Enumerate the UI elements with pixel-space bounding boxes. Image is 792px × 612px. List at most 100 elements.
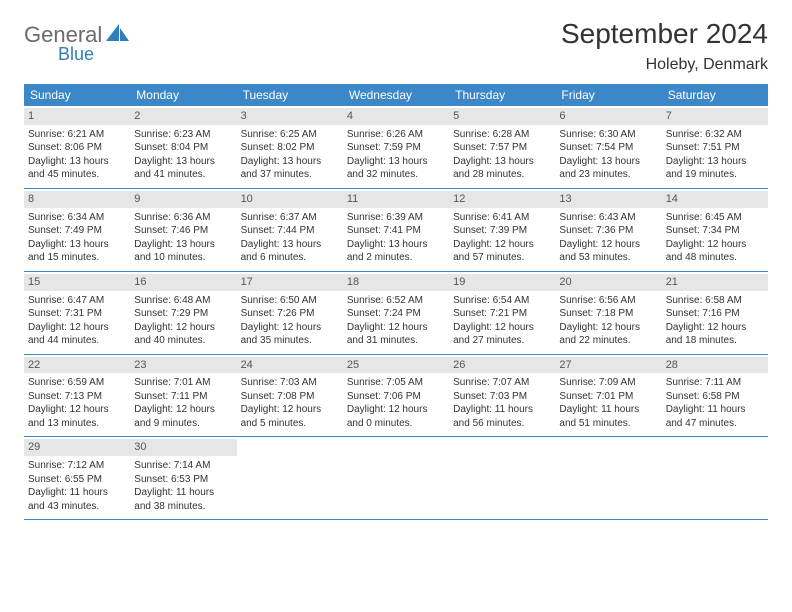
- sunrise-line: Sunrise: 6:26 AM: [347, 128, 445, 142]
- sunrise-line: Sunrise: 6:59 AM: [28, 376, 126, 390]
- day-cell: 23Sunrise: 7:01 AMSunset: 7:11 PMDayligh…: [130, 355, 236, 437]
- day-cell-empty: [343, 437, 449, 519]
- week-row: 15Sunrise: 6:47 AMSunset: 7:31 PMDayligh…: [24, 272, 768, 355]
- sunrise-line: Sunrise: 7:05 AM: [347, 376, 445, 390]
- day-number: 14: [662, 191, 768, 208]
- day-number: 24: [237, 357, 343, 374]
- day-cell: 27 Sunrise: 7:09 AMSunset: 7:01 PMDayligh…: [555, 355, 661, 437]
- daylight-line: Daylight: 13 hours and 37 minutes.: [241, 155, 339, 182]
- sunset-line: Sunset: 8:04 PM: [134, 141, 232, 155]
- calendar-page: General Blue September 2024 Holeby, Denm…: [0, 0, 792, 538]
- sunset-line: Sunset: 7:39 PM: [453, 224, 551, 238]
- day-number: 6: [555, 108, 661, 125]
- daylight-line: Daylight: 13 hours and 19 minutes.: [666, 155, 764, 182]
- sunset-line: Sunset: 6:58 PM: [666, 390, 764, 404]
- day-cell: 19Sunrise: 6:54 AMSunset: 7:21 PMDayligh…: [449, 272, 555, 354]
- sunrise-line: Sunrise: 6:41 AM: [453, 211, 551, 225]
- day-cell: 6Sunrise: 6:30 AMSunset: 7:54 PMDaylight…: [555, 106, 661, 188]
- daylight-line: Daylight: 12 hours and 44 minutes.: [28, 321, 126, 348]
- day-number: 2: [130, 108, 236, 125]
- day-cell: 11Sunrise: 6:39 AMSunset: 7:41 PMDayligh…: [343, 189, 449, 271]
- sunset-line: Sunset: 8:06 PM: [28, 141, 126, 155]
- daylight-line: Daylight: 11 hours and 38 minutes.: [134, 486, 232, 513]
- sunrise-line: Sunrise: 7:14 AM: [134, 459, 232, 473]
- sunrise-line: Sunrise: 6:39 AM: [347, 211, 445, 225]
- day-number: 25: [343, 357, 449, 374]
- sunset-line: Sunset: 7:44 PM: [241, 224, 339, 238]
- day-cell: 18Sunrise: 6:52 AMSunset: 7:24 PMDayligh…: [343, 272, 449, 354]
- day-number: 21: [662, 274, 768, 291]
- sunset-line: Sunset: 7:46 PM: [134, 224, 232, 238]
- day-cell: 30Sunrise: 7:14 AMSunset: 6:53 PMDayligh…: [130, 437, 236, 519]
- sunset-line: Sunset: 7:16 PM: [666, 307, 764, 321]
- sunset-line: Sunset: 7:21 PM: [453, 307, 551, 321]
- day-number: 4: [343, 108, 449, 125]
- daylight-line: Daylight: 12 hours and 22 minutes.: [559, 321, 657, 348]
- day-cell: 10Sunrise: 6:37 AMSunset: 7:44 PMDayligh…: [237, 189, 343, 271]
- sunrise-line: Sunrise: 7:03 AM: [241, 376, 339, 390]
- day-number: 19: [449, 274, 555, 291]
- sunrise-line: Sunrise: 6:23 AM: [134, 128, 232, 142]
- day-cell: 29Sunrise: 7:12 AMSunset: 6:55 PMDayligh…: [24, 437, 130, 519]
- sunset-line: Sunset: 7:18 PM: [559, 307, 657, 321]
- sunset-line: Sunset: 6:55 PM: [28, 473, 126, 487]
- sunset-line: Sunset: 8:02 PM: [241, 141, 339, 155]
- sunrise-line: Sunrise: 6:52 AM: [347, 294, 445, 308]
- weekday-header: Tuesday: [237, 84, 343, 106]
- logo-sail-icon: [106, 24, 130, 47]
- sunrise-line: Sunrise: 6:32 AM: [666, 128, 764, 142]
- page-header: General Blue September 2024 Holeby, Denm…: [24, 18, 768, 74]
- day-cell: 15Sunrise: 6:47 AMSunset: 7:31 PMDayligh…: [24, 272, 130, 354]
- weekday-header-row: SundayMondayTuesdayWednesdayThursdayFrid…: [24, 84, 768, 106]
- daylight-line: Daylight: 11 hours and 47 minutes.: [666, 403, 764, 430]
- day-cell: 9Sunrise: 6:36 AMSunset: 7:46 PMDaylight…: [130, 189, 236, 271]
- day-number: 18: [343, 274, 449, 291]
- day-cell: 21 Sunrise: 6:58 AMSunset: 7:16 PMDayligh…: [662, 272, 768, 354]
- sunset-line: Sunset: 7:51 PM: [666, 141, 764, 155]
- daylight-line: Daylight: 13 hours and 15 minutes.: [28, 238, 126, 265]
- logo: General Blue: [24, 18, 130, 65]
- sunset-line: Sunset: 7:34 PM: [666, 224, 764, 238]
- sunrise-line: Sunrise: 6:48 AM: [134, 294, 232, 308]
- daylight-line: Daylight: 13 hours and 2 minutes.: [347, 238, 445, 265]
- day-number: 23: [130, 357, 236, 374]
- sunrise-line: Sunrise: 7:09 AM: [559, 376, 657, 390]
- day-cell: 17Sunrise: 6:50 AMSunset: 7:26 PMDayligh…: [237, 272, 343, 354]
- logo-text-blue: Blue: [58, 44, 94, 65]
- day-number: 13: [555, 191, 661, 208]
- day-number: 30: [130, 439, 236, 456]
- sunrise-line: Sunrise: 6:58 AM: [666, 294, 764, 308]
- daylight-line: Daylight: 12 hours and 53 minutes.: [559, 238, 657, 265]
- day-cell: 5Sunrise: 6:28 AMSunset: 7:57 PMDaylight…: [449, 106, 555, 188]
- daylight-line: Daylight: 11 hours and 43 minutes.: [28, 486, 126, 513]
- day-number: 5: [449, 108, 555, 125]
- day-number: 27: [555, 357, 661, 374]
- day-number: 20: [555, 274, 661, 291]
- weekday-header: Monday: [130, 84, 236, 106]
- weekday-header: Thursday: [449, 84, 555, 106]
- sunset-line: Sunset: 7:06 PM: [347, 390, 445, 404]
- sunrise-line: Sunrise: 6:28 AM: [453, 128, 551, 142]
- sunrise-line: Sunrise: 7:01 AM: [134, 376, 232, 390]
- daylight-line: Daylight: 12 hours and 0 minutes.: [347, 403, 445, 430]
- daylight-line: Daylight: 12 hours and 5 minutes.: [241, 403, 339, 430]
- sunset-line: Sunset: 7:03 PM: [453, 390, 551, 404]
- sunset-line: Sunset: 7:41 PM: [347, 224, 445, 238]
- day-number: 9: [130, 191, 236, 208]
- day-number: 16: [130, 274, 236, 291]
- daylight-line: Daylight: 11 hours and 51 minutes.: [559, 403, 657, 430]
- daylight-line: Daylight: 12 hours and 18 minutes.: [666, 321, 764, 348]
- daylight-line: Daylight: 12 hours and 35 minutes.: [241, 321, 339, 348]
- day-number: 3: [237, 108, 343, 125]
- sunrise-line: Sunrise: 7:07 AM: [453, 376, 551, 390]
- day-number: 26: [449, 357, 555, 374]
- daylight-line: Daylight: 12 hours and 13 minutes.: [28, 403, 126, 430]
- sunrise-line: Sunrise: 6:30 AM: [559, 128, 657, 142]
- sunset-line: Sunset: 7:01 PM: [559, 390, 657, 404]
- day-cell: 28Sunrise: 7:11 AMSunset: 6:58 PMDayligh…: [662, 355, 768, 437]
- sunset-line: Sunset: 7:11 PM: [134, 390, 232, 404]
- sunset-line: Sunset: 7:36 PM: [559, 224, 657, 238]
- sunrise-line: Sunrise: 6:21 AM: [28, 128, 126, 142]
- day-number: 7: [662, 108, 768, 125]
- day-cell: 13Sunrise: 6:43 AMSunset: 7:36 PMDayligh…: [555, 189, 661, 271]
